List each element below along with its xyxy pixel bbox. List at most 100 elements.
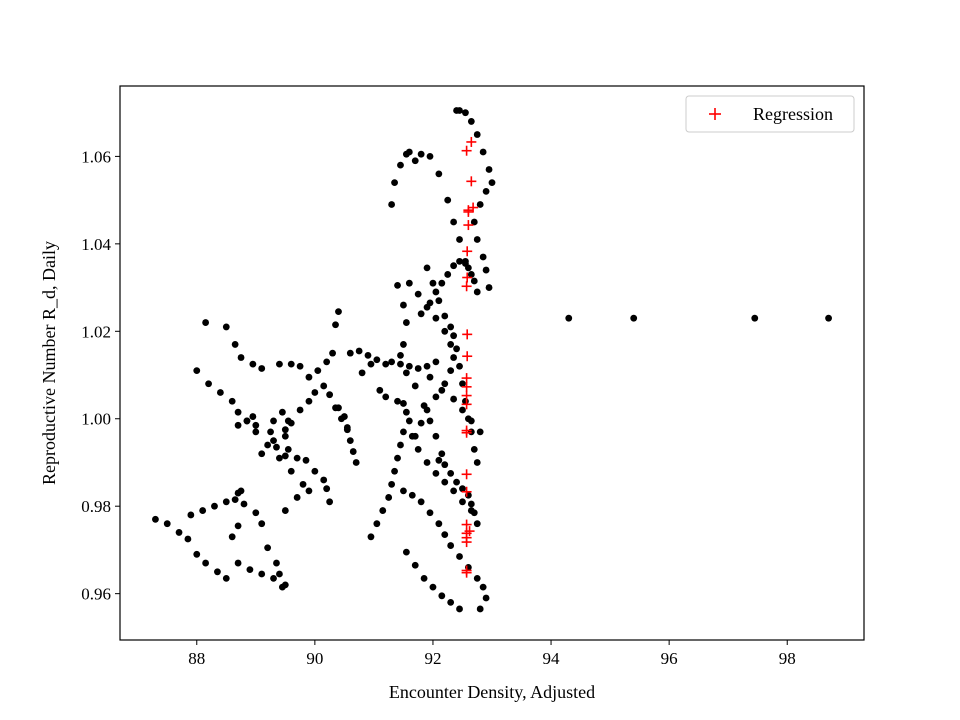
data-point	[382, 360, 390, 368]
data-point	[400, 301, 407, 309]
y-tick-label: 1.00	[81, 410, 111, 429]
data-point	[385, 494, 393, 501]
data-point	[205, 380, 212, 388]
data-point	[630, 314, 638, 322]
data-point	[214, 568, 221, 576]
plot-frame	[119, 85, 865, 641]
data-point	[438, 592, 446, 600]
data-point	[473, 520, 481, 528]
data-point	[402, 408, 410, 416]
data-point	[420, 574, 428, 582]
data-point	[216, 389, 224, 396]
data-point	[453, 345, 460, 353]
data-point	[249, 413, 257, 420]
data-point	[391, 179, 398, 187]
data-point	[825, 314, 832, 322]
data-point	[199, 507, 207, 514]
data-point	[482, 187, 490, 195]
data-point	[305, 397, 313, 405]
data-point	[479, 253, 487, 261]
data-point	[476, 201, 484, 208]
data-point	[467, 428, 475, 436]
data-point	[488, 179, 496, 187]
data-point	[394, 454, 401, 462]
regression-point	[461, 281, 472, 292]
data-point	[367, 533, 375, 541]
data-point	[447, 367, 455, 375]
data-point	[314, 367, 322, 375]
data-point	[258, 520, 266, 528]
data-point	[388, 358, 396, 366]
regression-point	[461, 145, 472, 156]
data-point	[429, 279, 437, 287]
regression-point	[461, 519, 472, 530]
data-point	[479, 583, 487, 591]
data-point	[450, 487, 458, 495]
data-point	[391, 467, 398, 475]
data-point	[432, 470, 440, 477]
data-point	[270, 437, 277, 445]
data-point	[473, 288, 481, 296]
data-point	[400, 341, 407, 348]
data-point	[234, 559, 242, 567]
data-point	[423, 459, 431, 466]
data-point	[459, 380, 466, 388]
data-point	[423, 362, 431, 370]
data-point	[473, 459, 481, 466]
data-point	[441, 327, 449, 335]
data-point	[408, 491, 416, 499]
data-point	[284, 445, 292, 453]
data-point	[417, 150, 425, 158]
data-point	[426, 373, 434, 381]
data-point	[405, 279, 413, 287]
data-point	[320, 476, 328, 484]
regression-point	[461, 427, 472, 438]
data-point	[397, 441, 404, 449]
data-point	[751, 314, 759, 322]
data-point	[411, 561, 419, 569]
data-point	[400, 400, 407, 407]
data-point	[473, 574, 481, 582]
data-point	[258, 570, 266, 578]
data-point	[152, 515, 159, 523]
data-point	[335, 308, 342, 316]
data-point	[278, 408, 286, 416]
data-point	[258, 450, 266, 458]
data-point	[276, 570, 283, 578]
data-point	[432, 314, 440, 322]
data-point	[326, 498, 334, 506]
data-point	[450, 395, 458, 403]
data-point	[435, 170, 443, 178]
regression-point	[461, 381, 472, 392]
x-tick-label: 88	[188, 649, 205, 668]
data-point	[402, 548, 410, 556]
data-point	[432, 432, 440, 440]
data-point	[459, 485, 466, 493]
data-point	[408, 432, 416, 440]
regression-point	[462, 351, 473, 362]
data-point	[432, 358, 440, 366]
data-point	[276, 454, 283, 462]
data-point	[364, 351, 372, 359]
data-point	[450, 354, 458, 361]
data-point	[470, 445, 478, 453]
data-point	[441, 461, 449, 469]
data-point	[482, 266, 490, 274]
data-point	[228, 397, 236, 405]
data-point	[485, 166, 493, 173]
data-point	[373, 356, 381, 364]
data-point	[417, 419, 425, 427]
data-point	[441, 380, 449, 388]
data-point	[296, 406, 304, 414]
data-point	[237, 354, 245, 361]
data-point	[467, 118, 475, 125]
data-point	[402, 369, 410, 377]
data-point	[234, 421, 242, 429]
data-point	[175, 529, 183, 536]
data-point	[249, 360, 257, 368]
x-tick-label: 92	[424, 649, 441, 668]
regression-point	[461, 567, 472, 578]
regression-point	[461, 399, 472, 410]
data-point	[234, 408, 242, 416]
